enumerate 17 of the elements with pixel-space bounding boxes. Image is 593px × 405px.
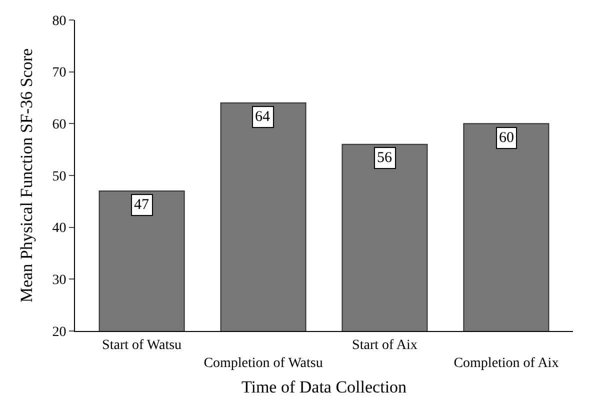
data-label: 56: [377, 150, 392, 166]
x-tick-label: Start of Aix: [352, 338, 418, 353]
x-tick-label: Start of Watsu: [102, 338, 182, 353]
x-tick-label: Completion of Watsu: [204, 356, 323, 371]
y-axis-title: Mean Physical Function SF-36 Score: [16, 48, 36, 303]
x-tick-label: Completion of Aix: [454, 356, 559, 371]
x-axis-title: Time of Data Collection: [241, 377, 408, 396]
y-tick-label: 70: [52, 66, 66, 81]
y-tick-label: 50: [52, 169, 66, 184]
y-tick-label: 60: [52, 118, 66, 133]
data-label: 64: [255, 109, 270, 125]
y-tick-label: 80: [52, 14, 66, 29]
data-label: 60: [499, 130, 514, 146]
data-label: 47: [134, 197, 150, 213]
y-tick-label: 20: [52, 324, 66, 340]
y-tick-label: 40: [52, 221, 66, 236]
y-tick-label: 30: [52, 273, 66, 288]
